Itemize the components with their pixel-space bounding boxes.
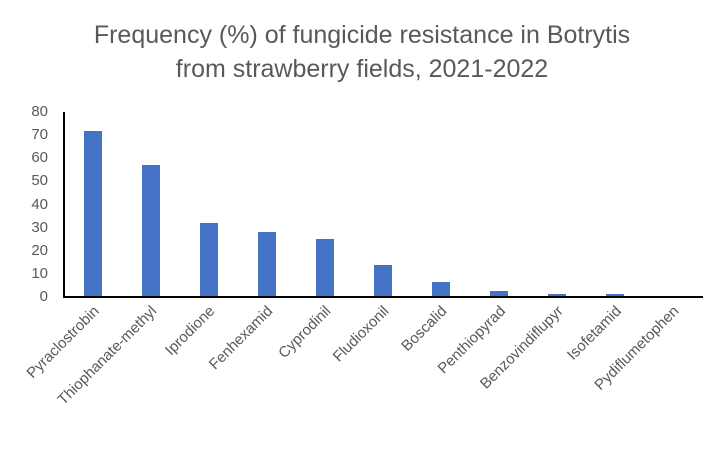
y-tick-label: 80 [31,103,48,120]
bar-thiophanate-methyl [142,165,160,297]
x-tick-label: Fludioxonil [329,302,393,366]
x-tick-label: Isofetamid [563,302,625,364]
x-axis-line [63,296,703,298]
y-tick-label: 70 [31,126,48,144]
y-tick-label: 20 [31,241,48,259]
bar-benzovindiflupyr [548,293,566,297]
y-tick-label: 30 [31,218,48,236]
chart-title-line-1: Frequency (%) of fungicide resistance in… [93,21,631,49]
chart-title-line-2: from strawberry fields, 2021-2022 [175,55,549,83]
x-tick-label: Thiophanate-methyl [54,302,161,409]
bar-fludioxonil [374,264,392,297]
y-tick-label: 0 [39,288,48,305]
bar-boscalid [432,281,450,297]
bar-iprodione [200,223,218,297]
bar-penthiopyrad [490,291,508,297]
y-tick-label: 50 [31,172,48,190]
bar-cyprodinil [316,239,334,297]
chart-title: Frequency (%) of fungicide resistance in… [0,18,724,86]
bar-fenhexamid [258,232,276,297]
x-tick-label: Boscalid [398,302,451,355]
x-tick-label: Iprodione [161,302,219,359]
y-axis-line [63,112,65,298]
y-tick-label: 10 [31,264,48,282]
bar-isofetamid [606,293,624,297]
y-tick-label: 40 [31,195,48,213]
x-tick-label: Cyprodinil [275,302,335,362]
bar-pyraclostrobin [84,130,102,297]
y-tick-label: 60 [31,149,48,167]
